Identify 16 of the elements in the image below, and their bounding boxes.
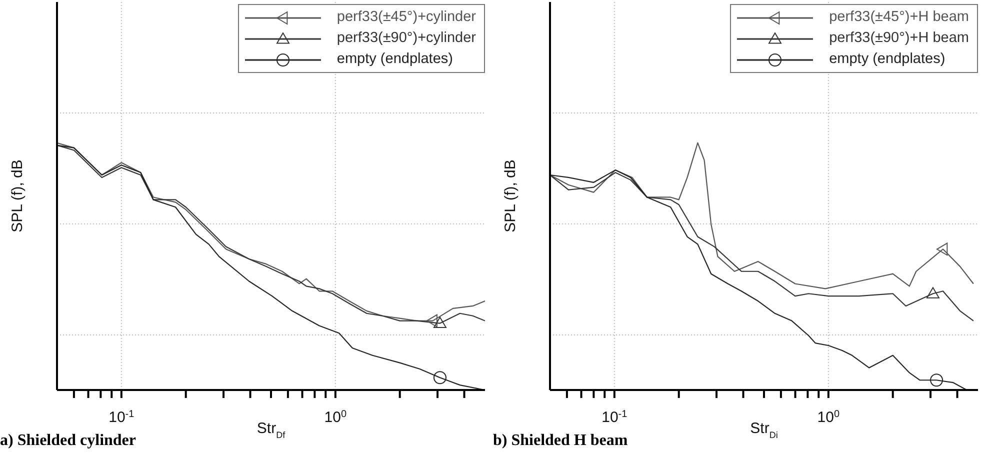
x-axis-title: Str$_{Df}$	[256, 420, 286, 440]
x-tick-label: 10$^{0}$	[324, 408, 347, 426]
text: perf33(±45°)+cylinder	[336, 8, 476, 27]
text: a) Shielded cylinder	[0, 432, 136, 450]
x-tick-label: 10$^{0}$	[817, 408, 840, 426]
text: b) Shielded H beam	[493, 432, 628, 450]
y-axis-title: SPL (f), dB	[9, 160, 26, 232]
x-axis-title: Str$_{Di}$	[750, 420, 778, 440]
text: perf33(±90°)+H beam	[829, 29, 969, 48]
text: empty (endplates)	[336, 50, 453, 69]
text: empty (endplates)	[829, 50, 946, 69]
y-axis-title: SPL (f), dB	[502, 160, 519, 232]
x-tick-label: 10$^{-1}$	[108, 408, 135, 426]
x-tick-label: 10$^{-1}$	[602, 408, 628, 426]
text: perf33(±45°)+H beam	[829, 8, 969, 27]
text: perf33(±90°)+cylinder	[336, 29, 476, 48]
